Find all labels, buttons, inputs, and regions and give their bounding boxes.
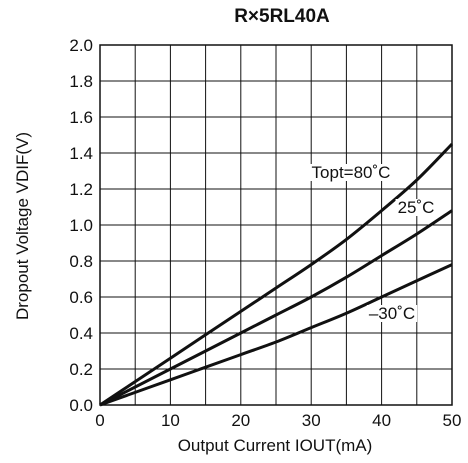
y-axis-label: Dropout Voltage VDIF(V) xyxy=(13,132,32,320)
annotation-background xyxy=(395,199,437,216)
chart-title: R×5RL40A xyxy=(234,6,330,27)
plot-border xyxy=(99,44,453,406)
y-tick-label: 0.2 xyxy=(69,360,93,379)
y-tick-label: 0.4 xyxy=(69,324,93,343)
series-annotation-1: 25˚C xyxy=(398,198,435,217)
annotation-background xyxy=(309,164,393,181)
series-lines xyxy=(99,142,454,407)
grid xyxy=(99,44,453,406)
y-tick-label: 1.0 xyxy=(69,216,93,235)
series-annotation-0: Topt=80˚C xyxy=(312,163,391,182)
series-annotations: Topt=80˚C 25˚C –30˚C xyxy=(309,163,437,323)
x-tick-label: 50 xyxy=(443,411,462,430)
y-tick-label: 2.0 xyxy=(69,36,93,55)
x-tick-label: 40 xyxy=(372,411,391,430)
y-tick-label: 0.6 xyxy=(69,288,93,307)
series-line-0 xyxy=(99,142,454,407)
y-tick-label: 1.4 xyxy=(69,144,93,163)
x-ticks: 0 10 20 30 40 50 xyxy=(95,411,461,430)
y-ticks: 0.0 0.2 0.4 0.6 0.8 1.0 1.2 1.4 1.6 1.8 2.0 xyxy=(69,36,93,415)
series-line-2 xyxy=(99,263,453,407)
series-line-1 xyxy=(99,209,453,407)
x-tick-label: 20 xyxy=(231,411,250,430)
x-tick-label: 0 xyxy=(95,411,104,430)
y-tick-label: 1.8 xyxy=(69,72,93,91)
annotation-background xyxy=(366,305,418,322)
plot-frame xyxy=(99,44,453,406)
y-tick-label: 1.2 xyxy=(69,180,93,199)
y-tick-label: 1.6 xyxy=(69,108,93,127)
y-tick-label: 0.0 xyxy=(69,396,93,415)
x-tick-label: 30 xyxy=(302,411,321,430)
x-axis-label: Output Current IOUT(mA) xyxy=(178,436,373,455)
y-tick-label: 0.8 xyxy=(69,252,93,271)
x-tick-label: 10 xyxy=(161,411,180,430)
series-annotation-2: –30˚C xyxy=(369,304,415,323)
